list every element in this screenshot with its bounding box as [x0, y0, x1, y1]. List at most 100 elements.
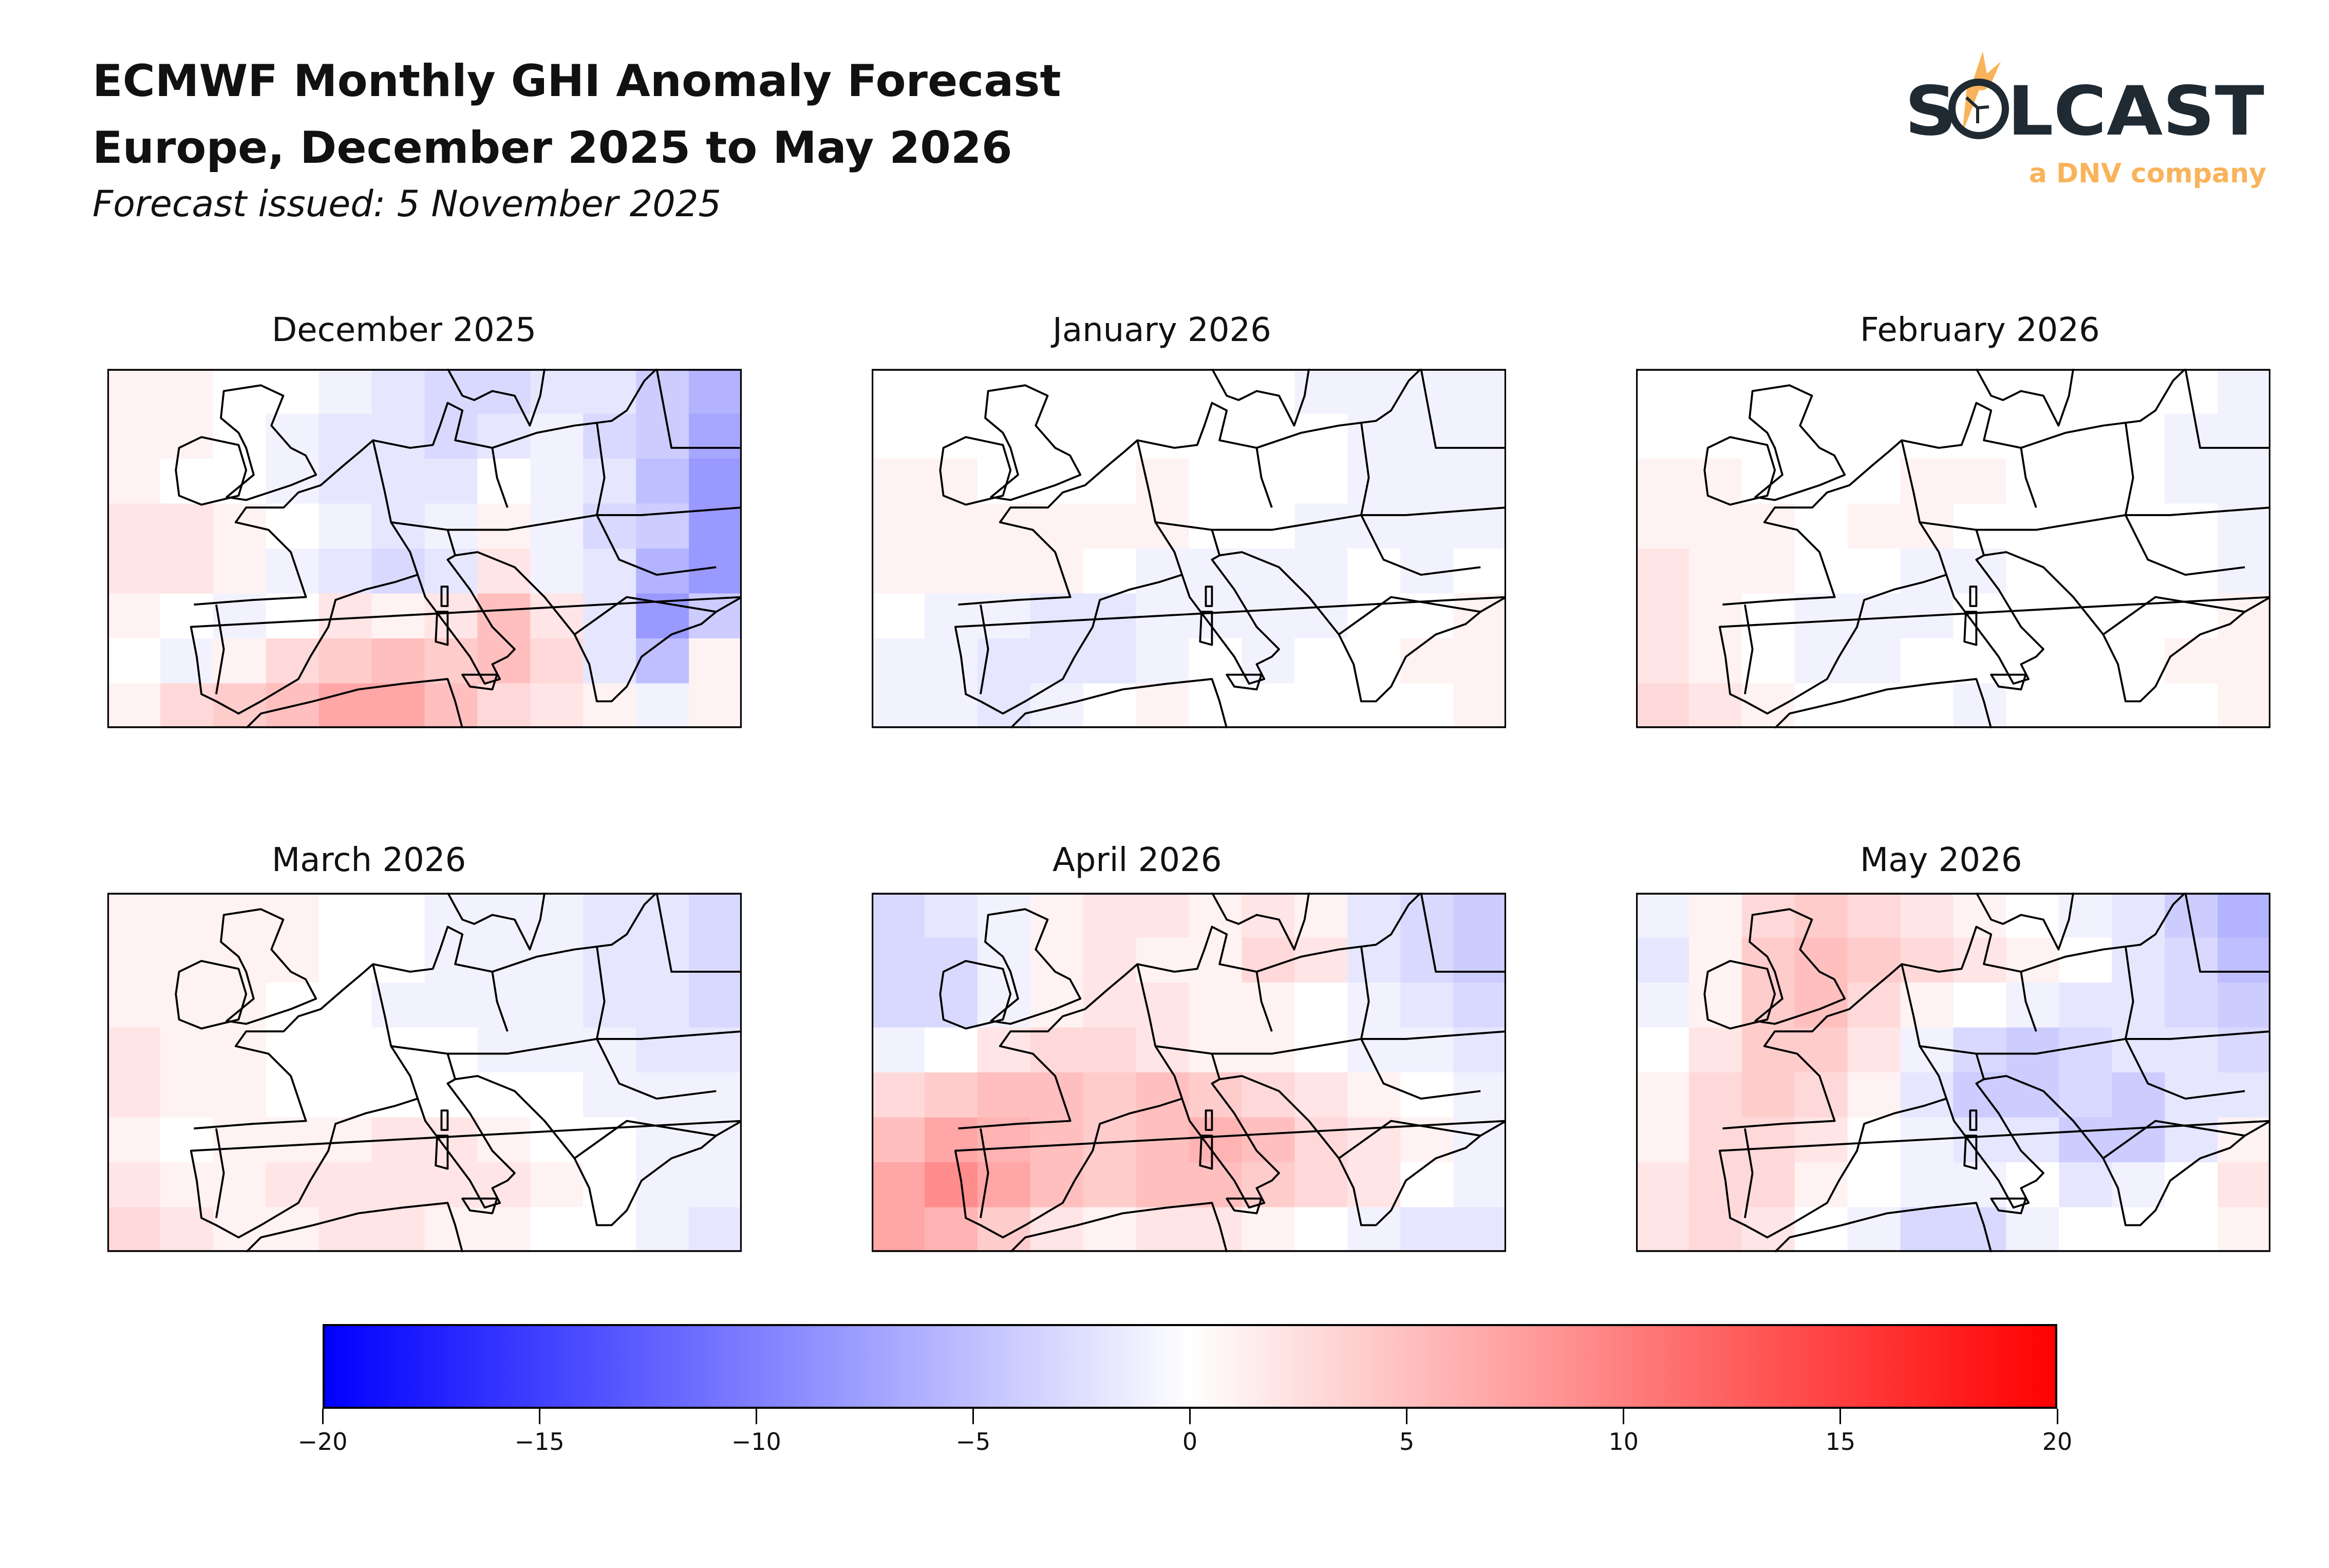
heatmap-cell	[1741, 683, 1795, 728]
heatmap-cell	[266, 983, 320, 1028]
heatmap-cell	[160, 593, 214, 639]
heatmap-cell	[1688, 1027, 1742, 1073]
heatmap-cell	[2218, 683, 2270, 728]
panel-title-mar-2026: March 2026	[272, 841, 466, 879]
heatmap-cell	[213, 503, 267, 549]
heatmap-cell	[1636, 937, 1689, 983]
heatmap-cell	[2006, 1207, 2059, 1252]
heatmap-cell	[2059, 683, 2112, 728]
colorbar-tick-label: −10	[731, 1428, 781, 1456]
heatmap-cell	[1636, 638, 1689, 684]
heatmap-cell	[107, 638, 161, 684]
logo-tagline: a DNV company	[2029, 158, 2266, 189]
panel-frame	[107, 893, 742, 1252]
heatmap-cell	[872, 983, 925, 1028]
heatmap-cell	[1847, 593, 1901, 639]
heatmap-cell	[213, 1027, 267, 1073]
heatmap-cell	[1400, 1027, 1454, 1073]
colorbar-tick-label: 10	[1608, 1428, 1639, 1456]
heatmap-cell	[1400, 413, 1454, 459]
heatmap-cell	[1189, 983, 1242, 1028]
heatmap-cell	[2218, 369, 2270, 414]
heatmap-cell	[872, 503, 925, 549]
heatmap-cell	[107, 369, 161, 414]
heatmap-cell	[1453, 893, 1506, 938]
heatmap-cell	[1636, 983, 1689, 1028]
heatmap-cell	[1794, 983, 1848, 1028]
heatmap-cell	[266, 1027, 320, 1073]
heatmap-cell	[1030, 638, 1084, 684]
heatmap-cell	[1636, 683, 1689, 728]
chart-title-line1: ECMWF Monthly GHI Anomaly Forecast	[92, 55, 1061, 107]
heatmap-cell	[1347, 983, 1401, 1028]
heatmap-cell	[2165, 893, 2218, 938]
heatmap-cell	[2006, 683, 2059, 728]
heatmap-cell	[477, 413, 531, 459]
heatmap-cell	[583, 1117, 636, 1163]
heatmap-cell	[1347, 1207, 1401, 1252]
heatmap-cell	[2112, 983, 2165, 1028]
heatmap-cell	[924, 1207, 978, 1252]
heatmap-cell	[1453, 593, 1506, 639]
heatmap-cell	[1741, 369, 1795, 414]
heatmap-cell	[1453, 549, 1506, 594]
heatmap-cell	[1347, 893, 1401, 938]
heatmap-cell	[2112, 549, 2165, 594]
heatmap-cell	[1794, 503, 1848, 549]
heatmap-cell	[636, 459, 689, 504]
heatmap-cell	[107, 459, 161, 504]
panel-frame	[107, 369, 742, 728]
colorbar	[323, 1324, 2057, 1409]
colorbar-tick-label: 20	[2042, 1428, 2073, 1456]
heatmap-cell	[1847, 549, 1901, 594]
heatmap-cell	[424, 983, 478, 1028]
heatmap-cell	[689, 983, 742, 1028]
heatmap-cell	[1847, 413, 1901, 459]
heatmap-cell	[636, 638, 689, 684]
heatmap-cell	[2218, 1162, 2270, 1207]
heatmap-cell	[2059, 983, 2112, 1028]
heatmap-cell	[1136, 983, 1189, 1028]
heatmap-cell	[107, 1072, 161, 1118]
heatmap-cell	[1741, 1207, 1795, 1252]
heatmap-cell	[1136, 683, 1189, 728]
heatmap-cell	[266, 638, 320, 684]
heatmap-cell	[924, 1162, 978, 1207]
heatmap-cell	[424, 549, 478, 594]
heatmap-cell	[636, 983, 689, 1028]
heatmap-cell	[583, 549, 636, 594]
heatmap-cell	[371, 683, 425, 728]
heatmap-cell	[1688, 369, 1742, 414]
heatmap-cell	[1242, 413, 1295, 459]
heatmap-cell	[477, 683, 531, 728]
heatmap-cell	[1847, 459, 1901, 504]
heatmap-cell	[2218, 459, 2270, 504]
heatmap-cell	[689, 593, 742, 639]
heatmap-cell	[1636, 1207, 1689, 1252]
heatmap-cell	[636, 893, 689, 938]
heatmap-cell	[2112, 593, 2165, 639]
heatmap-cell	[1847, 983, 1901, 1028]
heatmap-cell	[1136, 937, 1189, 983]
heatmap-cell	[371, 369, 425, 414]
heatmap-cell	[872, 937, 925, 983]
heatmap-cell	[1242, 893, 1295, 938]
heatmap-cell	[1688, 638, 1742, 684]
heatmap-cell	[1030, 459, 1084, 504]
heatmap-cell	[1347, 369, 1401, 414]
heatmap-cell	[1083, 413, 1136, 459]
heatmap-cell	[160, 1027, 214, 1073]
heatmap-cell	[872, 893, 925, 938]
heatmap-cell	[1794, 1027, 1848, 1073]
heatmap-cell	[371, 638, 425, 684]
colorbar-tick	[538, 1409, 540, 1424]
heatmap-cell	[1294, 983, 1348, 1028]
colorbar-tick	[1406, 1409, 1408, 1424]
heatmap-cell	[1189, 1072, 1242, 1118]
heatmap-cell	[636, 1027, 689, 1073]
heatmap-cell	[318, 638, 372, 684]
heatmap-cell	[977, 369, 1031, 414]
colorbar-tick	[2056, 1409, 2058, 1424]
heatmap-cell	[1294, 549, 1348, 594]
heatmap-cell	[1347, 1072, 1401, 1118]
